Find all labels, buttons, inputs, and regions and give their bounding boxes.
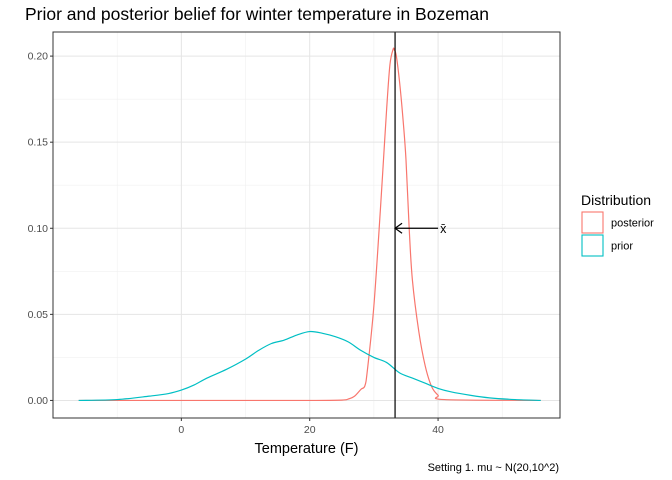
panel-border xyxy=(52,31,561,419)
legend-label-posterior: posterior xyxy=(611,218,654,230)
series-line-posterior xyxy=(78,47,541,402)
caption: Setting 1. mu ~ N(20,10^2) xyxy=(428,462,559,474)
x-tick-label: 40 xyxy=(432,424,444,436)
panel-background xyxy=(53,32,560,418)
annotations: x̄ xyxy=(394,32,447,418)
y-tick-label: 0.05 xyxy=(28,309,49,321)
legend-key-posterior xyxy=(581,211,604,234)
legend-entries: posterior prior xyxy=(581,211,654,257)
x-axis: 0 20 40 xyxy=(178,418,444,436)
plot-panel: x̄ xyxy=(52,31,561,419)
y-axis: 0.00 0.05 0.10 0.15 0.20 xyxy=(28,51,53,407)
chart-title: Prior and posterior belief for winter te… xyxy=(25,4,489,24)
x-tick-label: 20 xyxy=(304,424,316,436)
x-tick-label: 0 xyxy=(178,424,184,436)
series-line-prior xyxy=(78,330,541,402)
minor-gridlines xyxy=(53,32,560,418)
x-axis-label: Temperature (F) xyxy=(255,441,359,457)
legend: Distribution posterior prior xyxy=(581,192,654,257)
y-tick-label: 0.10 xyxy=(28,223,49,235)
y-tick-label: 0.20 xyxy=(28,51,49,63)
arrow-head xyxy=(394,222,403,234)
legend-title: Distribution xyxy=(581,192,651,208)
xbar-label: x̄ xyxy=(440,222,447,236)
series-lines xyxy=(78,47,541,402)
legend-key-prior xyxy=(581,234,604,257)
y-tick-label: 0.00 xyxy=(28,395,49,407)
y-tick-label: 0.15 xyxy=(28,137,49,149)
legend-label-prior: prior xyxy=(611,241,633,253)
